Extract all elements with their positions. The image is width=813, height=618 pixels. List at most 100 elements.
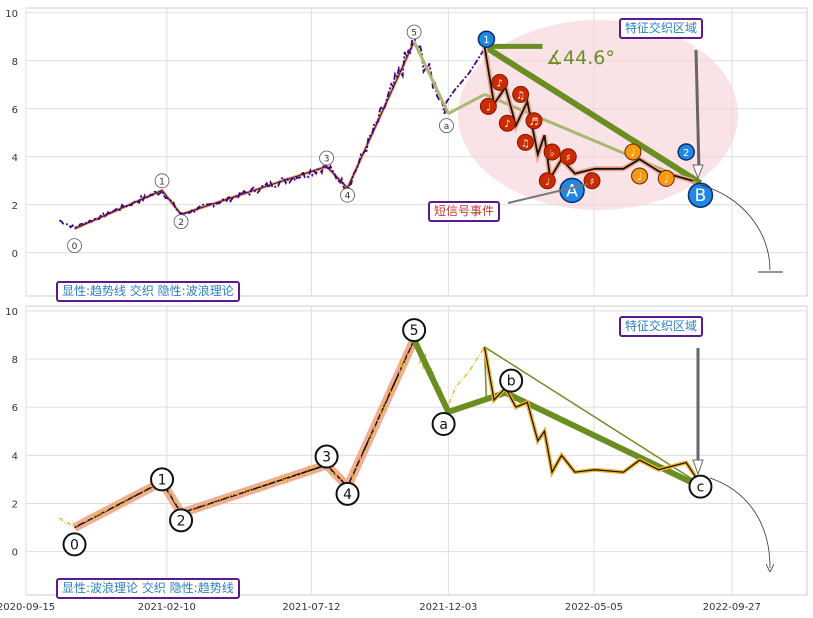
- top-annotation: 显性:趋势线 交织 隐性:波浪理论: [56, 281, 240, 302]
- x-tick-label: 2021-02-10: [138, 602, 196, 613]
- wave-label: 2: [177, 513, 186, 529]
- projection-curve: [709, 477, 770, 568]
- wave-label: 4: [343, 487, 352, 503]
- x-tick-label: 2021-12-03: [419, 602, 477, 613]
- note-marker-label: ♩: [545, 177, 550, 188]
- wave-label-circle: [169, 508, 194, 533]
- y-tick-label: 8: [12, 57, 18, 68]
- region-arrow-head: [692, 164, 704, 180]
- wave-label-circle: [402, 318, 427, 343]
- note-marker: [624, 143, 642, 161]
- region-arrow: [694, 49, 701, 171]
- wave-label-circle: [688, 474, 713, 499]
- y-tick-label: 0: [12, 548, 18, 559]
- note-marker-label: ♩: [631, 148, 636, 159]
- note-marker-label: ♬: [529, 117, 538, 128]
- note-marker: [525, 112, 543, 130]
- note-marker: [543, 143, 561, 161]
- note-marker-label: ♯: [590, 177, 595, 188]
- wave-label: 3: [322, 450, 331, 466]
- trend-line-main: [482, 43, 703, 186]
- y-tick-label: 2: [12, 201, 18, 212]
- event-arrow: [507, 183, 589, 204]
- plot-content: 0 1 2 3 4 5 a b c: [59, 318, 713, 557]
- y-tick-label: 6: [12, 403, 18, 414]
- note-marker: [491, 73, 509, 91]
- note-marker-label: ♩: [486, 102, 491, 113]
- wave-label-circle: [150, 467, 175, 492]
- wave-label-circle: [154, 173, 170, 189]
- wave-label: b: [507, 374, 516, 390]
- trend-line-faint: [412, 40, 450, 115]
- note-marker: [538, 172, 556, 190]
- top-panel: 0 2 4 6 8 10 ♪ ♫ ♩ ♪ ♬ ♫ ♭ ♯ ♩ ♯ ♩ ♩ ♩ 1 2 A B 0 1 2 3 4 5 a ∡44.6°: [5, 7, 808, 297]
- numbered-marker-label: 2: [683, 148, 689, 159]
- numbered-marker: [477, 30, 496, 48]
- wave-label-circle: [439, 118, 454, 133]
- wave-label: a: [439, 417, 448, 433]
- y-tick-label: 0: [12, 249, 18, 260]
- y-tick-label: 10: [5, 9, 18, 20]
- wave-label-circle: [499, 368, 524, 393]
- wave-label: a: [444, 122, 450, 132]
- note-marker: [498, 114, 516, 132]
- note-marker-label: ♫: [521, 138, 530, 149]
- x-axis: 2020-09-15 2021-02-10 2021-07-12 2021-12-03…: [0, 602, 761, 613]
- top-event-label: 短信号事件: [428, 201, 501, 222]
- wave-label: 1: [158, 472, 167, 488]
- wave-line: [74, 339, 415, 529]
- y-tick-label: 4: [12, 451, 18, 462]
- angle-label: ∡44.6°: [546, 47, 615, 69]
- wave-label: 0: [72, 242, 78, 252]
- zigzag-line: [483, 346, 701, 485]
- note-marker-label: ♭: [550, 148, 555, 159]
- top-region-label: 特征交织区域: [619, 18, 704, 39]
- wave-label-circle: [319, 150, 335, 166]
- price-line: [58, 31, 486, 229]
- y-tick-label: 4: [12, 153, 18, 164]
- y-tick-label: 10: [5, 307, 18, 318]
- wave-label: 5: [410, 323, 419, 339]
- bottom-annotation: 显性:波浪理论 交织 隐性:趋势线: [56, 578, 240, 599]
- wave-label-circle: [431, 412, 456, 437]
- note-marker: [657, 169, 675, 187]
- bottom-panel: 0 2 4 6 8 10 0 1 2 3 4 5 a b c: [5, 305, 808, 596]
- letter-marker-label: A: [566, 181, 578, 201]
- wave-label: 1: [159, 177, 165, 187]
- y-tick-label: 8: [12, 355, 18, 366]
- wave-label-circle: [335, 481, 360, 506]
- bottom-region-label: 特征交织区域: [619, 316, 704, 337]
- wave-label: 3: [324, 155, 330, 165]
- wave-label-circle: [67, 238, 82, 254]
- note-marker-label: ♪: [504, 119, 510, 130]
- wave-label: 5: [411, 29, 417, 39]
- projection-curve: [699, 184, 771, 271]
- x-tick-label: 2022-09-27: [703, 602, 761, 613]
- trend-line-main: [411, 338, 702, 490]
- wave-label-circle: [314, 444, 339, 469]
- note-marker-label: ♯: [566, 153, 571, 164]
- note-marker: [559, 148, 577, 166]
- wave-label: c: [697, 480, 705, 496]
- x-tick-label: 2022-05-05: [565, 602, 623, 613]
- trend-line-faint: [447, 93, 486, 115]
- note-marker: [512, 85, 530, 103]
- letter-marker-label: B: [695, 186, 707, 206]
- note-marker-label: ♫: [516, 90, 525, 101]
- note-marker-label: ♩: [637, 172, 642, 183]
- note-marker: [516, 133, 534, 151]
- note-marker-label: ♪: [497, 78, 503, 89]
- note-marker: [631, 167, 649, 185]
- x-tick-label: 2020-09-15: [0, 602, 55, 613]
- letter-marker: [687, 182, 714, 208]
- price-line: [59, 330, 486, 527]
- plot-content: ♪ ♫ ♩ ♪ ♬ ♫ ♭ ♯ ♩ ♯ ♩ ♩ ♩ 1 2 A B 0 1 2 3 4 5 a: [58, 20, 738, 254]
- y-tick-label: 6: [12, 105, 18, 116]
- y-tick-label: 2: [12, 499, 18, 510]
- wave-label-circle: [340, 187, 355, 203]
- x-tick-label: 2021-07-12: [282, 602, 340, 613]
- wave-label: 0: [70, 537, 79, 553]
- wave-label-circle: [406, 24, 422, 40]
- numbered-marker: [677, 143, 695, 161]
